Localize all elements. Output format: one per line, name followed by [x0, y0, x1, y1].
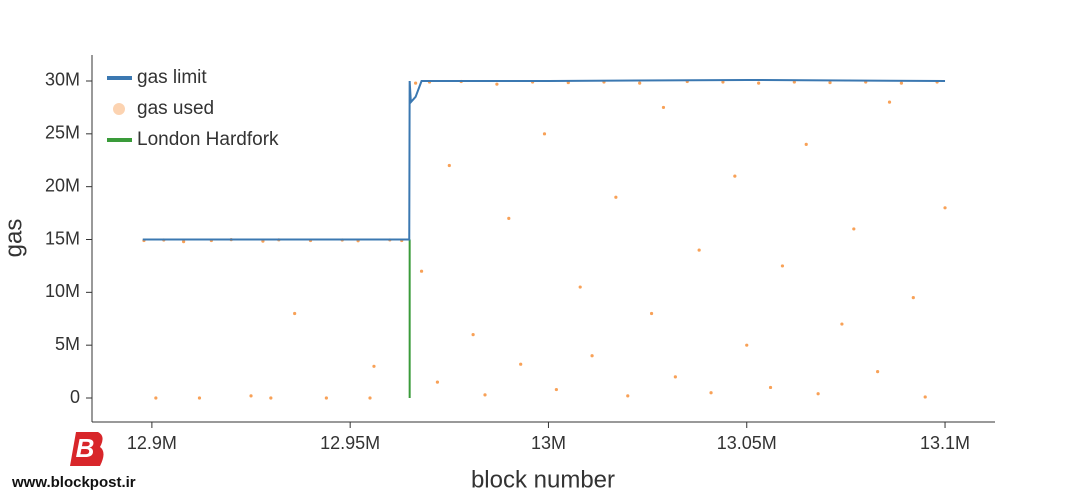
legend-label: gas used: [137, 98, 214, 119]
gas-used-point: [154, 396, 158, 400]
x-tick-label: 12.95M: [320, 433, 380, 453]
gas-used-point: [519, 362, 523, 366]
gas-used-point: [697, 248, 701, 252]
gas-used-point: [780, 264, 785, 268]
gas-used-point: [324, 396, 328, 400]
y-tick-label: 20M: [45, 175, 80, 195]
gas-used-point: [899, 81, 904, 85]
y-tick-label: 10M: [45, 281, 80, 301]
gas-used-point: [542, 132, 547, 136]
gas-used-point: [852, 227, 856, 231]
gas-used-point: [447, 163, 451, 168]
gas-used-point: [626, 394, 630, 398]
y-tick-label: 0: [70, 387, 80, 407]
y-tick-label: 30M: [45, 70, 80, 90]
series-line: [142, 78, 946, 241]
gas-used-point: [721, 80, 725, 84]
gas-used-point: [745, 343, 749, 347]
x-tick-label: 13M: [531, 433, 566, 453]
gas-used-point: [554, 387, 558, 392]
gas-used-point: [419, 269, 424, 273]
gas-used-point: [414, 81, 418, 85]
gas-used-point: [372, 364, 376, 368]
gas-used-point: [828, 80, 832, 85]
gas-used-point: [197, 396, 202, 400]
y-tick-label: 5M: [55, 334, 80, 354]
x-axis-title: block number: [471, 466, 615, 493]
legend-swatch: [113, 103, 125, 115]
gas-used-point: [495, 82, 499, 86]
gas-used-point: [614, 195, 618, 199]
gas-used-point: [483, 393, 487, 397]
gas-used-point: [943, 206, 947, 210]
gas-used-point: [733, 174, 737, 178]
watermark: www.blockpost.ir: [11, 474, 136, 491]
gas-used-point: [182, 240, 186, 244]
gas-used-point: [757, 81, 761, 85]
y-axis-title: gas: [0, 219, 27, 258]
gas-used-point: [709, 391, 713, 395]
gas-used-point: [840, 322, 844, 326]
gas-used-point: [435, 380, 440, 384]
gas-used-point: [804, 142, 808, 146]
gas-used-point: [638, 81, 642, 85]
gas-used-point: [661, 105, 666, 110]
gas-used-point: [293, 311, 297, 316]
gas-used-point: [269, 396, 273, 400]
legend-label: gas limit: [137, 67, 207, 88]
gas-used-point: [816, 392, 820, 396]
gas-used-point: [887, 100, 892, 104]
gas-used-point: [471, 333, 475, 337]
svg-text:B: B: [76, 433, 95, 463]
legend-label: London Hardfork: [137, 129, 279, 150]
gas-used-point: [876, 369, 880, 374]
gas-used-point: [368, 396, 372, 400]
gas-used-point: [923, 395, 927, 399]
y-tick-label: 25M: [45, 123, 80, 143]
x-tick-label: 13.05M: [717, 433, 777, 453]
gas-used-point: [249, 394, 253, 398]
gas-used-point: [507, 216, 511, 220]
gas-used-point: [911, 296, 915, 300]
x-tick-label: 13.1M: [920, 433, 970, 453]
gas-used-point: [649, 311, 654, 316]
x-tick-label: 12.9M: [127, 433, 177, 453]
gas-used-point: [792, 80, 796, 84]
gas-used-point: [578, 285, 582, 289]
logo: B: [70, 432, 104, 466]
y-tick-label: 15M: [45, 228, 80, 248]
gas-used-point: [590, 354, 594, 358]
gas-used-point: [673, 375, 677, 379]
gas-used-point: [768, 385, 773, 390]
